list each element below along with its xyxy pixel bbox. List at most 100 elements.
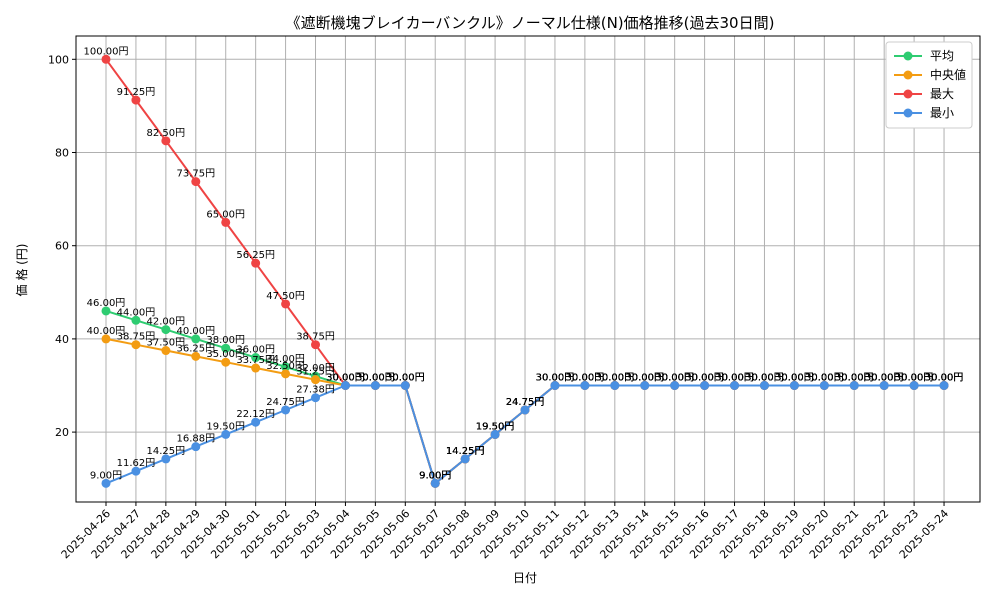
data-label: 30.00円 xyxy=(685,373,724,384)
data-label: 16.88円 xyxy=(176,434,215,445)
data-point xyxy=(400,381,410,390)
data-point xyxy=(191,351,201,361)
data-point xyxy=(281,299,291,309)
data-label: 32.00円 xyxy=(296,363,335,374)
data-point xyxy=(849,381,859,390)
legend-swatch-marker xyxy=(903,70,913,80)
data-point xyxy=(550,381,560,390)
data-label: 30.00円 xyxy=(715,373,754,384)
data-label: 46.00円 xyxy=(87,298,126,309)
data-label: 30.00円 xyxy=(865,373,904,384)
legend-entry: 平均 xyxy=(930,49,954,63)
data-point xyxy=(221,429,231,439)
data-label: 30.00円 xyxy=(655,373,694,384)
data-label: 73.75円 xyxy=(176,169,215,180)
data-label: 91.25円 xyxy=(117,87,156,98)
y-axis-label: 価 格 (円) xyxy=(14,244,29,297)
data-point xyxy=(161,136,171,146)
data-point xyxy=(460,454,470,464)
data-point xyxy=(610,381,620,390)
data-label: 30.00円 xyxy=(685,373,724,384)
data-label: 30.00円 xyxy=(356,373,395,384)
data-label: 30.00円 xyxy=(715,373,754,384)
y-tick-label: 60 xyxy=(55,240,69,253)
data-label: 24.75円 xyxy=(266,397,305,408)
data-label: 24.75円 xyxy=(506,397,545,408)
data-label: 38.75円 xyxy=(117,332,156,343)
data-point xyxy=(281,362,291,372)
data-point xyxy=(161,454,171,464)
plot-frame xyxy=(75,35,981,503)
data-point xyxy=(221,357,231,367)
data-label: 30.00円 xyxy=(805,373,844,384)
data-label: 47.50円 xyxy=(266,291,305,302)
data-label: 30.00円 xyxy=(566,373,605,384)
data-label: 44.00円 xyxy=(117,307,156,318)
data-label: 30.00円 xyxy=(566,373,605,384)
data-label: 30.00円 xyxy=(865,373,904,384)
y-axis-ticks: 20 40 60 80 100 xyxy=(48,53,76,439)
data-label: 30.00円 xyxy=(895,373,934,384)
data-label: 30.00円 xyxy=(655,373,694,384)
data-label: 30.00円 xyxy=(625,373,664,384)
legend-swatch-marker xyxy=(903,108,913,118)
data-label: 30.00円 xyxy=(805,373,844,384)
data-label: 40.00円 xyxy=(87,326,126,337)
data-label: 14.25円 xyxy=(446,446,485,457)
data-label: 30.00円 xyxy=(775,373,814,384)
data-label: 30.00円 xyxy=(536,373,575,384)
legend-swatch-marker xyxy=(903,89,913,99)
legend-entry: 最大 xyxy=(930,87,954,101)
data-point xyxy=(131,95,141,105)
data-label: 30.00円 xyxy=(685,373,724,384)
data-label: 30.00円 xyxy=(625,373,664,384)
data-label: 30.00円 xyxy=(775,373,814,384)
legend-swatch-marker xyxy=(903,51,913,61)
data-label: 9.00円 xyxy=(419,470,451,481)
x-axis-ticks: 2025-04-262025-04-272025-04-282025-04-29… xyxy=(59,502,951,561)
data-point xyxy=(191,177,201,187)
data-label: 30.00円 xyxy=(655,373,694,384)
data-point xyxy=(131,340,141,350)
data-label: 38.75円 xyxy=(296,332,335,343)
data-point xyxy=(730,381,740,390)
data-point xyxy=(670,381,680,390)
legend-entry: 中央値 xyxy=(930,67,966,82)
data-label: 33.75円 xyxy=(236,355,275,366)
data-label: 30.00円 xyxy=(835,373,874,384)
data-label: 30.00円 xyxy=(715,373,754,384)
data-point xyxy=(101,334,111,344)
data-label: 30.00円 xyxy=(835,373,874,384)
data-label: 40.00円 xyxy=(176,326,215,337)
data-label: 30.00円 xyxy=(625,373,664,384)
data-point xyxy=(340,381,350,390)
data-label: 42.00円 xyxy=(147,317,186,328)
data-point xyxy=(101,54,111,64)
data-label: 19.50円 xyxy=(476,421,515,432)
chart-title: 《遮断機塊ブレイカーバンクル》ノーマル仕様(N)価格推移(過去30日間) xyxy=(286,14,775,32)
data-label: 36.00円 xyxy=(236,345,275,356)
data-label: 9.00円 xyxy=(419,470,451,481)
data-label: 30.00円 xyxy=(326,373,365,384)
data-label: 30.00円 xyxy=(925,373,964,384)
data-label: 9.00円 xyxy=(90,470,122,481)
data-label: 19.50円 xyxy=(206,421,245,432)
data-label: 56.25円 xyxy=(236,250,275,261)
data-point xyxy=(131,315,141,325)
data-label: 30.00円 xyxy=(715,373,754,384)
data-label: 32.50円 xyxy=(266,361,305,372)
data-label: 30.00円 xyxy=(925,373,964,384)
data-label: 27.38円 xyxy=(296,385,335,396)
data-label: 14.25円 xyxy=(446,446,485,457)
data-label: 30.00円 xyxy=(745,373,784,384)
data-label: 30.00円 xyxy=(566,373,605,384)
data-label: 14.25円 xyxy=(446,446,485,457)
data-label: 30.00円 xyxy=(536,373,575,384)
data-label: 31.25円 xyxy=(296,367,335,378)
data-point xyxy=(879,381,889,390)
data-point xyxy=(191,334,201,344)
data-point xyxy=(251,417,261,427)
data-point xyxy=(311,393,321,403)
data-label: 30.00円 xyxy=(595,373,634,384)
data-label: 19.50円 xyxy=(476,421,515,432)
